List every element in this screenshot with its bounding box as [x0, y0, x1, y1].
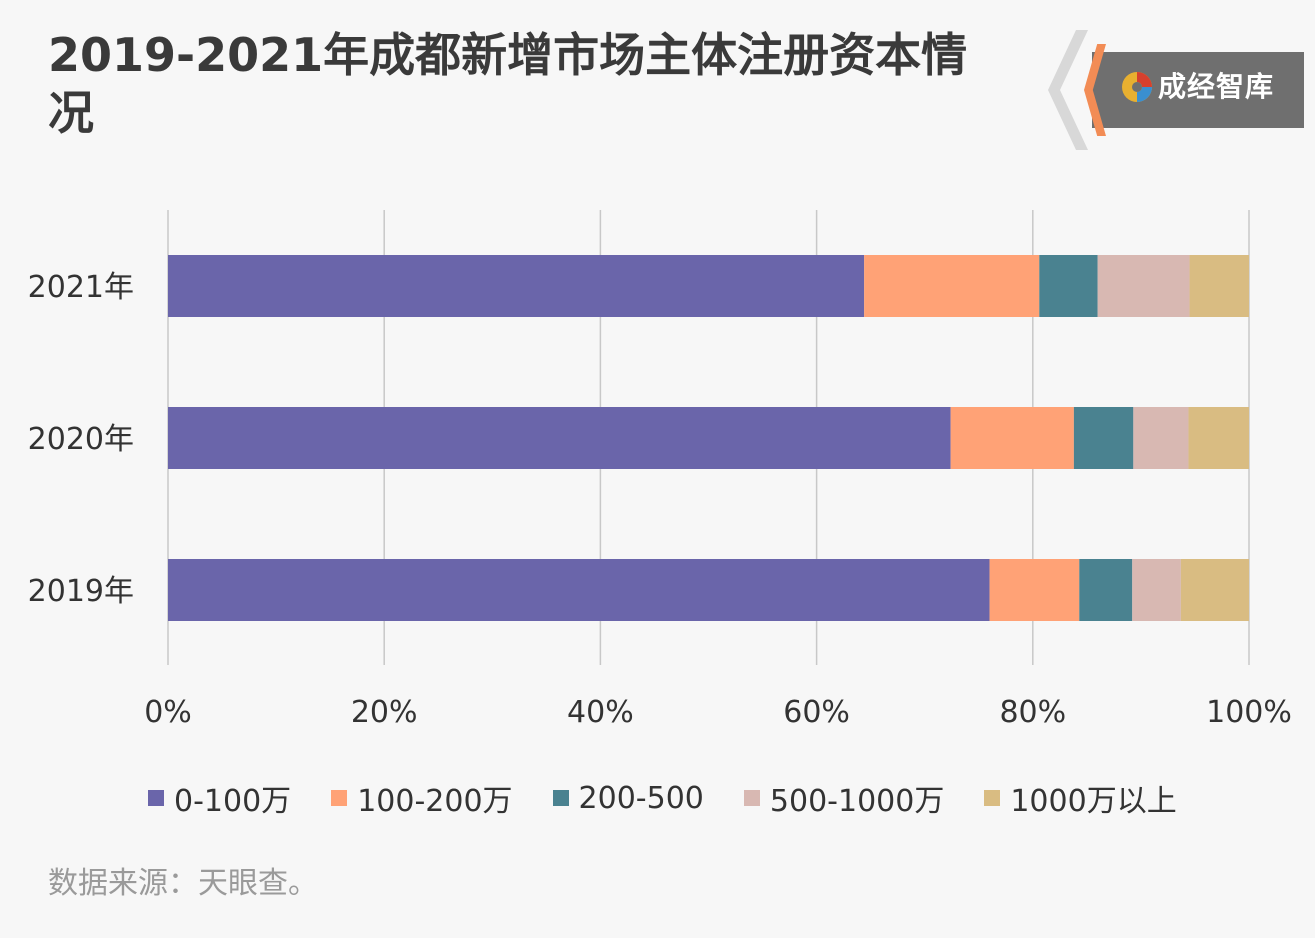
x-tick-label: 40% [567, 695, 634, 730]
swirl-logo-icon [1122, 72, 1152, 102]
legend-item: 500-1000万 [743, 776, 945, 820]
legend-label: 0-100万 [174, 784, 292, 819]
source-note: 数据来源：天眼查。 [48, 866, 318, 901]
bar-segment [168, 559, 990, 621]
bars [168, 255, 1249, 621]
category-label: 2020年 [28, 422, 134, 457]
legend-swatch [552, 790, 569, 806]
brand-name: 成经智库 [1158, 70, 1275, 103]
legend-swatch [148, 790, 164, 806]
legend-swatch [984, 790, 1001, 806]
bar-segment [1097, 255, 1190, 317]
bar-segment [1188, 407, 1249, 469]
bar-segment [1133, 407, 1189, 469]
bar-segment [168, 407, 951, 469]
bar-segment [950, 407, 1074, 469]
legend-swatch [331, 790, 348, 806]
bar-segment [168, 255, 865, 317]
category-labels: 2021年 2020年 2019年 [28, 270, 134, 609]
chart-title: 2019-2021年成都新增市场主体注册资本情况 [48, 28, 968, 140]
bar-segment [1073, 407, 1134, 469]
bar-segment [989, 559, 1080, 621]
legend-item: 200-500 [552, 780, 704, 816]
x-tick-label: 0% [144, 695, 192, 730]
legend-item: 100-200万 [331, 776, 513, 820]
legend-swatch [743, 790, 760, 806]
bar-segment [1132, 559, 1181, 621]
legend-item: 0-100万 [148, 776, 291, 820]
brand-badge: 成经智库 [1040, 30, 1310, 150]
bar-segment [1189, 255, 1249, 317]
legend-label: 100-200万 [357, 784, 513, 819]
x-tick-labels: 0% 20% 40% 60% 80% 100% [144, 695, 1292, 730]
bar-segment [1039, 255, 1098, 317]
x-tick-label: 80% [999, 695, 1066, 730]
legend-label: 200-500 [578, 780, 704, 816]
legend: 0-100万 100-200万 200-500 500-1000万 1000万以上 [148, 776, 1177, 820]
x-tick-label: 100% [1206, 695, 1292, 730]
x-tick-label: 60% [783, 695, 850, 730]
bar-segment [1180, 559, 1249, 621]
stacked-bar-chart: 2021年 2020年 2019年 0% 20% 40% 60% 80% 100% [28, 210, 1292, 730]
legend-item: 1000万以上 [984, 776, 1177, 820]
x-tick-label: 20% [351, 695, 418, 730]
legend-label: 500-1000万 [769, 784, 945, 819]
category-label: 2021年 [28, 270, 134, 305]
legend-label: 1000万以上 [1010, 784, 1177, 819]
bar-segment [864, 255, 1040, 317]
category-label: 2019年 [28, 574, 134, 609]
bar-segment [1079, 559, 1133, 621]
